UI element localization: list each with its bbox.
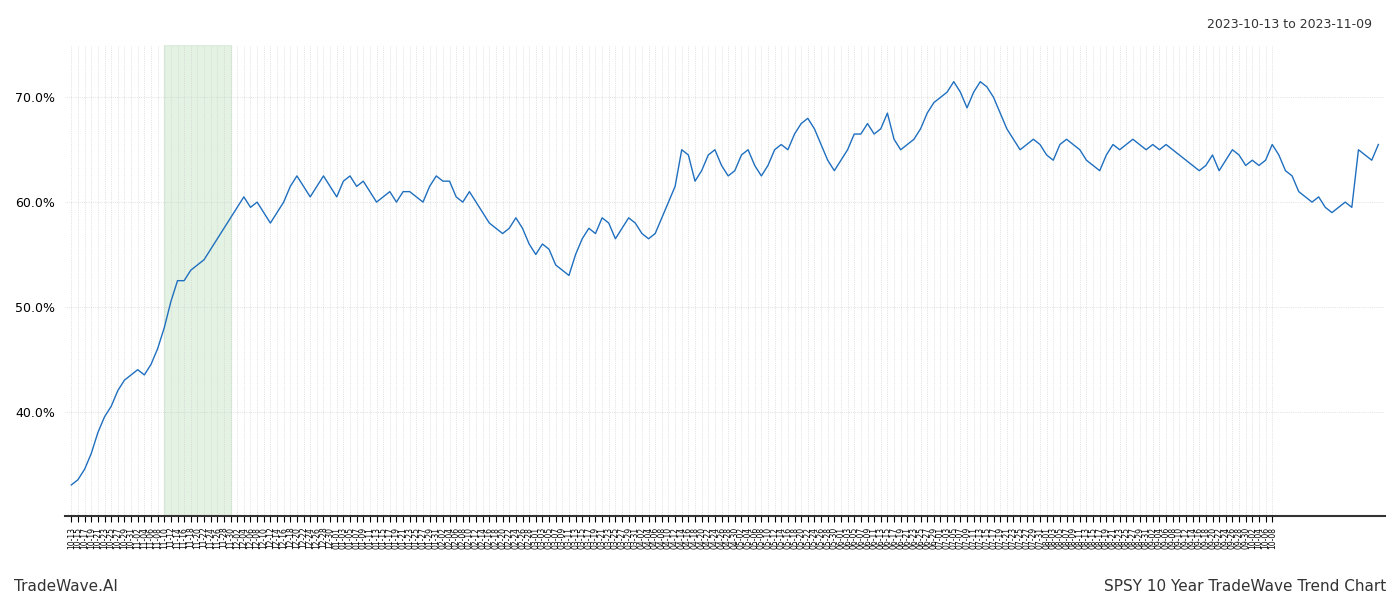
Text: TradeWave.AI: TradeWave.AI [14,579,118,594]
Text: 2023-10-13 to 2023-11-09: 2023-10-13 to 2023-11-09 [1207,18,1372,31]
Bar [164,45,231,517]
Text: SPSY 10 Year TradeWave Trend Chart: SPSY 10 Year TradeWave Trend Chart [1103,579,1386,594]
